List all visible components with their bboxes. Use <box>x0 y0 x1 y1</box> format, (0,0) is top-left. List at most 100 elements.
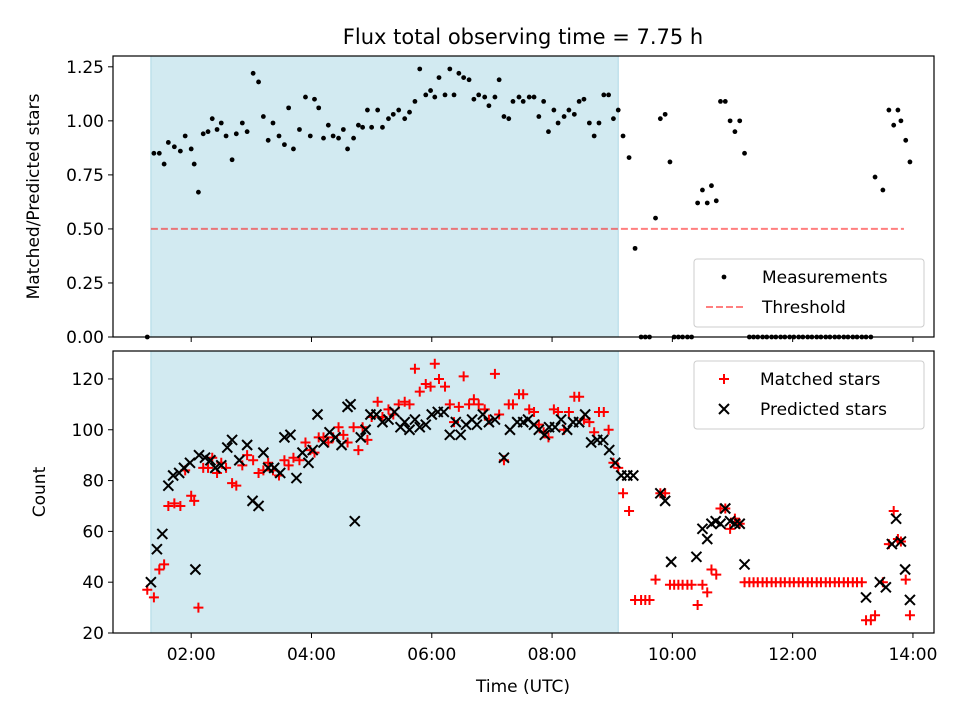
predicted-star-point <box>573 416 585 428</box>
predicted-star-point <box>359 424 372 436</box>
matched-star-point <box>697 579 708 590</box>
matched-star-point <box>529 406 540 417</box>
predicted-star-point <box>388 406 401 418</box>
matched-star-point <box>458 371 469 382</box>
predicted-star-point <box>209 462 221 474</box>
measurement-point <box>727 118 733 124</box>
measurement-point <box>611 116 616 122</box>
top-legend: Measurements Threshold <box>693 258 925 328</box>
measurement-point <box>432 94 438 100</box>
measurement-point <box>713 198 719 204</box>
measurement-point <box>291 146 296 152</box>
measurement-points <box>144 66 913 340</box>
predicted-star-point <box>233 454 246 466</box>
predicted-star-point <box>539 429 551 441</box>
y-tick-label: 0.75 <box>66 166 104 186</box>
measurement-point <box>345 146 350 152</box>
predicted-star-point <box>221 441 233 454</box>
matched-star-point <box>300 437 311 448</box>
measurement-point <box>566 107 572 113</box>
predicted-star-point <box>290 472 303 484</box>
measurement-point <box>516 94 522 100</box>
top-panel-shaded-span <box>150 55 619 338</box>
matched-star-point <box>429 358 440 369</box>
measurement-point <box>214 127 220 132</box>
matched-star-point <box>644 594 655 605</box>
predicted-star-point <box>489 413 501 426</box>
measurement-point <box>596 120 602 126</box>
predicted-star-point <box>317 436 330 449</box>
legend-label-measurements: Measurements <box>762 268 888 288</box>
predicted-star-point <box>145 576 157 588</box>
matched-star-point <box>163 500 174 511</box>
legend-label-matched: Matched stars <box>760 370 880 390</box>
predicted-star-point <box>561 424 573 436</box>
matched-star-point <box>148 592 159 603</box>
measurement-point <box>732 129 738 135</box>
top-panel: 0.00 0.25 0.50 0.75 1.00 1.25 Matched/Predict… <box>24 55 935 348</box>
measurement-point <box>360 124 366 130</box>
matched-star-point <box>279 455 290 466</box>
measurement-point <box>407 109 412 115</box>
matched-star-point <box>489 368 500 379</box>
matched-star-point <box>175 500 186 511</box>
predicted-star-point <box>696 523 709 535</box>
matched-star-point <box>608 457 619 468</box>
predicted-star-point <box>886 538 898 550</box>
measurement-point <box>718 98 723 104</box>
x-tick-label: 10:00 <box>648 645 697 665</box>
predicted-star-point <box>189 563 202 576</box>
measurement-point <box>171 144 177 150</box>
matched-star-point <box>283 460 294 471</box>
measurement-point <box>601 92 607 98</box>
x-tick-label: 02:00 <box>167 645 216 665</box>
matched-star-point <box>453 401 464 412</box>
predicted-star-point <box>890 512 902 525</box>
predicted-star-point <box>414 421 426 433</box>
measurement-point <box>417 66 423 72</box>
matched-star-point <box>507 399 518 410</box>
measurement-point <box>161 161 167 167</box>
measurement-point <box>615 107 621 113</box>
matched-star-point <box>900 574 911 585</box>
matched-star-point <box>159 559 170 570</box>
predicted-star-point <box>627 469 639 482</box>
matched-star-point <box>263 457 274 468</box>
predicted-star-point <box>376 416 389 428</box>
x-tick-label: 06:00 <box>407 645 456 665</box>
measurement-point <box>386 116 391 122</box>
measurement-point <box>233 131 239 137</box>
predicted-star-point <box>597 434 609 446</box>
measurement-point <box>250 70 256 76</box>
bottom-y-axis-ticks: 20 40 60 80 100 120 <box>72 370 113 644</box>
measurement-point <box>447 66 453 72</box>
measurement-point <box>307 133 313 139</box>
measurement-point <box>520 98 526 104</box>
matched-star-point <box>618 488 629 499</box>
matched-star-point <box>372 396 383 407</box>
matched-star-point <box>193 602 204 613</box>
matched-star-point <box>414 386 425 397</box>
predicted-star-point <box>167 469 179 482</box>
measurement-point <box>576 98 582 104</box>
predicted-star-point <box>193 449 205 461</box>
measurement-point <box>390 111 396 117</box>
measurement-point <box>456 70 462 76</box>
matched-star-point <box>186 490 197 501</box>
measurement-point <box>265 137 271 143</box>
predicted-star-point <box>659 495 671 507</box>
measurement-point <box>365 107 370 113</box>
bottom-x-axis-ticks: 02:00 04:00 06:00 08:00 10:00 12:00 14:00 <box>167 633 937 665</box>
measurement-point <box>297 127 302 132</box>
measurement-point <box>330 133 336 139</box>
predicted-star-point <box>729 518 741 530</box>
predicted-star-point <box>444 429 456 441</box>
measurement-point <box>657 116 663 122</box>
predicted-star-point <box>344 398 357 411</box>
y-tick-label: 0.50 <box>66 220 104 240</box>
predicted-star-point <box>477 408 489 421</box>
predicted-star-point <box>895 535 907 548</box>
measurement-point <box>196 189 201 195</box>
measurement-point <box>737 118 743 124</box>
